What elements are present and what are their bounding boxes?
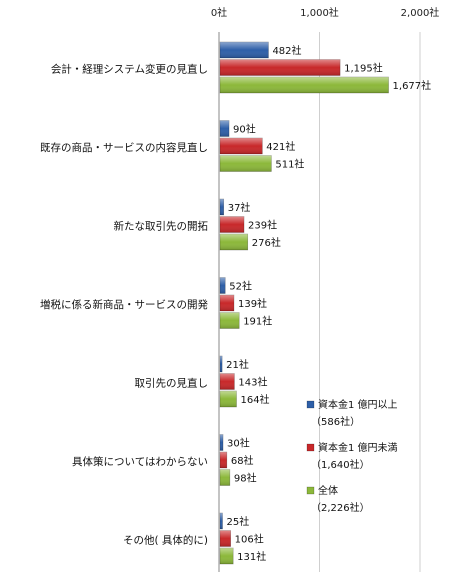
value-label: 98社 bbox=[234, 472, 257, 485]
bar-shade bbox=[220, 391, 236, 407]
category-label: 新たな取引先の開拓 bbox=[114, 219, 209, 232]
legend-swatch bbox=[307, 444, 314, 451]
legend-swatch bbox=[307, 401, 314, 408]
value-label: 90社 bbox=[233, 123, 256, 136]
value-label: 276社 bbox=[252, 236, 281, 249]
legend: 資本金1 億円以上 （586社） 資本金1 億円未満 （1,640社） 全体 （2,226… bbox=[307, 398, 398, 514]
value-label: 52社 bbox=[229, 280, 252, 293]
category-label: 会計・経理システム変更の見直し bbox=[51, 62, 208, 75]
bar-shade bbox=[220, 77, 389, 93]
x-tick-label: 0社 bbox=[211, 6, 227, 19]
bar-shade bbox=[220, 548, 233, 564]
category-label: 取引先の見直し bbox=[135, 376, 209, 389]
bar-shade bbox=[220, 313, 239, 329]
value-label: 164社 bbox=[240, 393, 269, 406]
value-label: 139社 bbox=[238, 297, 267, 310]
bar-shade bbox=[220, 121, 229, 137]
category-label: 具体策についてはわからない bbox=[72, 455, 208, 468]
bar-shade bbox=[220, 470, 230, 486]
value-label: 21社 bbox=[226, 358, 249, 371]
bar-shade bbox=[220, 156, 271, 172]
value-label: 131社 bbox=[237, 550, 266, 563]
value-label: 1,677社 bbox=[393, 79, 432, 92]
bar-shade bbox=[220, 42, 268, 58]
bar-shade bbox=[220, 513, 223, 529]
bar-shade bbox=[220, 234, 248, 250]
value-label: 25社 bbox=[227, 515, 250, 528]
value-label: 106社 bbox=[235, 533, 264, 546]
bar-shade bbox=[220, 217, 244, 233]
value-label: 1,195社 bbox=[344, 62, 383, 75]
value-label: 511社 bbox=[275, 158, 304, 171]
category-label: 既存の商品・サービスの内容見直し bbox=[40, 141, 208, 154]
value-label: 191社 bbox=[243, 315, 272, 328]
bar-shade bbox=[220, 199, 224, 215]
legend-series-name: 資本金1 億円以上 bbox=[318, 398, 398, 411]
bar-shade bbox=[220, 374, 234, 390]
bar-shade bbox=[220, 60, 340, 76]
legend-swatch bbox=[307, 487, 314, 494]
value-label: 482社 bbox=[272, 44, 301, 57]
bar-shade bbox=[220, 138, 262, 154]
x-tick-label: 2,000社 bbox=[401, 6, 440, 19]
bar-shade bbox=[220, 531, 231, 547]
legend-series-name: 全体 bbox=[318, 484, 338, 497]
value-label: 68社 bbox=[231, 454, 254, 467]
bar-shade bbox=[220, 435, 223, 451]
bar-shade bbox=[220, 295, 234, 311]
value-label: 239社 bbox=[248, 219, 277, 232]
legend-series-name: 資本金1 億円未満 bbox=[318, 441, 398, 454]
value-label: 421社 bbox=[266, 140, 295, 153]
value-label: 30社 bbox=[227, 437, 250, 450]
bar-shade bbox=[220, 452, 227, 468]
category-label: その他( 具体的に) bbox=[123, 533, 208, 546]
value-label: 143社 bbox=[238, 376, 267, 389]
category-labels: 会計・経理システム変更の見直し既存の商品・サービスの内容見直し新たな取引先の開拓… bbox=[40, 62, 208, 546]
category-label: 増税に係る新商品・サービスの開発 bbox=[40, 298, 208, 311]
value-label: 37社 bbox=[228, 201, 251, 214]
x-tick-label: 1,000社 bbox=[300, 6, 339, 19]
bar-shade bbox=[220, 278, 225, 294]
bar-shade bbox=[220, 356, 222, 372]
legend-series-count: （586社） bbox=[311, 415, 360, 428]
x-axis-ticks: 0社 1,000社 2,000社 bbox=[211, 6, 440, 19]
legend-series-count: （1,640社） bbox=[311, 458, 370, 471]
legend-series-count: （2,226社） bbox=[311, 501, 370, 514]
